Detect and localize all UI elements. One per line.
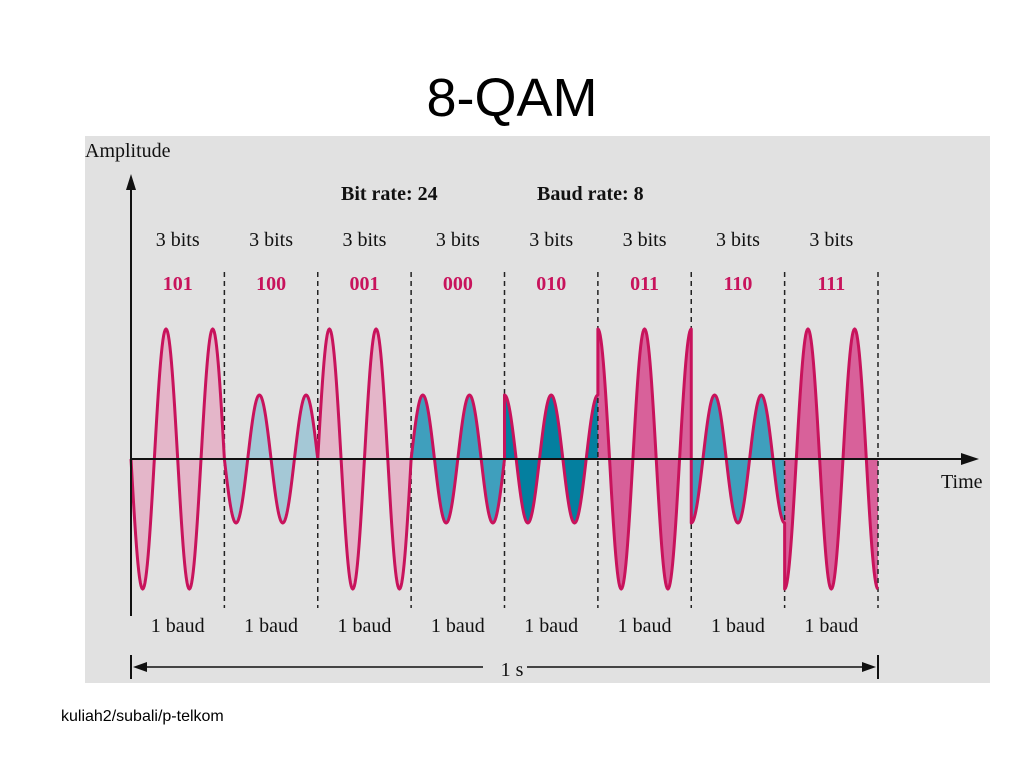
duration-left-arrow-icon <box>133 662 147 672</box>
segment-bits-pattern: 110 <box>723 273 752 295</box>
segment-bits-count-label: 3 bits <box>156 229 200 251</box>
segment-bits-count-label: 3 bits <box>716 229 760 251</box>
segment-bits-count-label: 3 bits <box>342 229 386 251</box>
segment-baud-label: 1 baud <box>804 615 858 637</box>
qam-diagram-svg: Amplitude Time Bit rate: 24 Baud rate: 8… <box>85 140 983 681</box>
amplitude-axis-label: Amplitude <box>85 140 171 162</box>
segment-bits-count-label: 3 bits <box>809 229 853 251</box>
amplitude-axis-arrow-icon <box>126 174 136 190</box>
time-axis-label: Time <box>941 471 983 493</box>
slide-title: 8-QAM <box>426 68 598 128</box>
segment-bits-pattern: 101 <box>163 273 193 295</box>
duration-label: 1 s <box>501 659 524 681</box>
segment-bits-pattern: 000 <box>443 273 473 295</box>
time-axis-arrow-icon <box>961 453 979 465</box>
segment-baud-label: 1 baud <box>618 615 672 637</box>
segment-baud-label: 1 baud <box>431 615 485 637</box>
bit-rate-label: Bit rate: 24 <box>341 183 438 205</box>
segment-bits-count-label: 3 bits <box>436 229 480 251</box>
signal-wave-layer <box>129 327 880 591</box>
segment-baud-label: 1 baud <box>711 615 765 637</box>
segment-bits-pattern: 111 <box>817 273 845 295</box>
qam-diagram: Amplitude Time Bit rate: 24 Baud rate: 8… <box>85 136 990 683</box>
segment-bits-pattern: 011 <box>630 273 659 295</box>
duration-right-arrow-icon <box>862 662 876 672</box>
qam-waveform <box>129 327 880 591</box>
segment-bits-pattern: 001 <box>349 273 379 295</box>
baud-rate-label: Baud rate: 8 <box>537 183 644 205</box>
footer-source: kuliah2/subali/p-telkom <box>61 708 224 725</box>
segment-bits-pattern: 100 <box>256 273 286 295</box>
segment-labels-layer: 3 bits 101 1 baud 3 bits 100 1 baud 3 bits 001 1… <box>151 229 859 637</box>
segment-bits-count-label: 3 bits <box>529 229 573 251</box>
segment-baud-label: 1 baud <box>337 615 391 637</box>
segment-bits-count-label: 3 bits <box>249 229 293 251</box>
segment-baud-label: 1 baud <box>524 615 578 637</box>
segment-baud-label: 1 baud <box>151 615 205 637</box>
segment-bits-count-label: 3 bits <box>623 229 667 251</box>
segment-baud-label: 1 baud <box>244 615 298 637</box>
segment-bits-pattern: 010 <box>536 273 566 295</box>
